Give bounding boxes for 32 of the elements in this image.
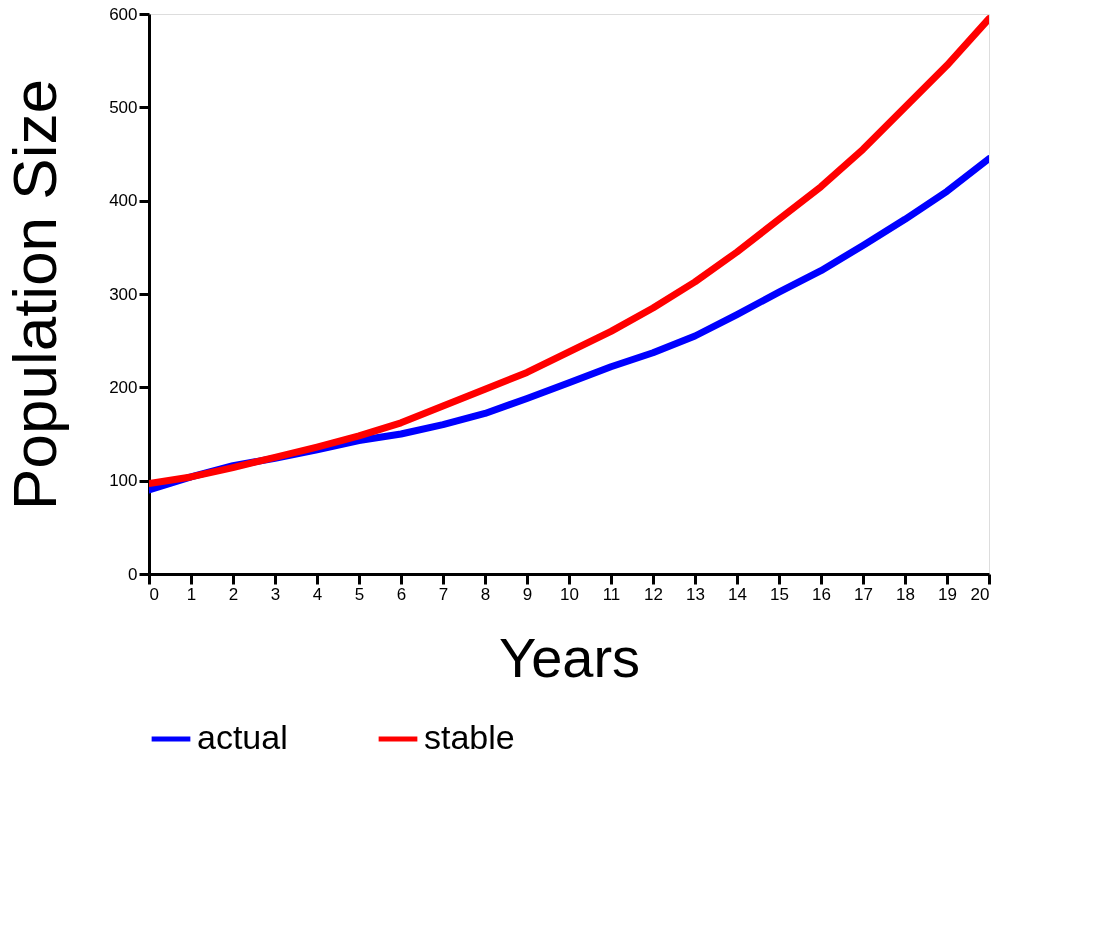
x-tick-label: 19 — [938, 584, 957, 604]
x-tick-label: 14 — [728, 584, 747, 604]
y-tick-label: 300 — [109, 284, 138, 304]
y-axis-title: Population Size — [0, 79, 70, 510]
x-tick-label: 9 — [522, 584, 533, 604]
x-tick-label: 13 — [686, 584, 705, 604]
x-tick-label: 11 — [602, 584, 621, 604]
x-tick-label: 8 — [480, 584, 491, 604]
y-tick-label: 0 — [128, 564, 138, 584]
x-tick-label: 12 — [644, 584, 663, 604]
x-tick-label: 15 — [770, 584, 789, 604]
x-tick-label: 7 — [438, 584, 449, 604]
x-tick-label: 17 — [854, 584, 873, 604]
x-tick-label: 16 — [812, 584, 831, 604]
x-tick-label: 5 — [354, 584, 365, 604]
legend-label: actual — [197, 718, 288, 756]
y-tick-label: 100 — [109, 471, 138, 491]
x-tick-label: 0 — [149, 584, 159, 604]
y-tick-label: 200 — [109, 377, 138, 397]
x-tick-label: 1 — [186, 584, 197, 604]
legend-label: stable — [424, 718, 515, 756]
x-tick-label: 18 — [896, 584, 915, 604]
y-tick-label: 400 — [109, 191, 138, 211]
x-tick-label: 10 — [560, 584, 579, 604]
y-tick-label: 600 — [109, 4, 138, 24]
x-tick-label: 4 — [312, 584, 323, 604]
x-axis-title: Years — [498, 625, 641, 689]
x-tick-label: 2 — [228, 584, 239, 604]
x-tick-label: 6 — [396, 584, 407, 604]
x-tick-label: 20 — [970, 584, 990, 604]
y-tick-label: 500 — [109, 97, 138, 117]
x-tick-label: 3 — [270, 584, 281, 604]
